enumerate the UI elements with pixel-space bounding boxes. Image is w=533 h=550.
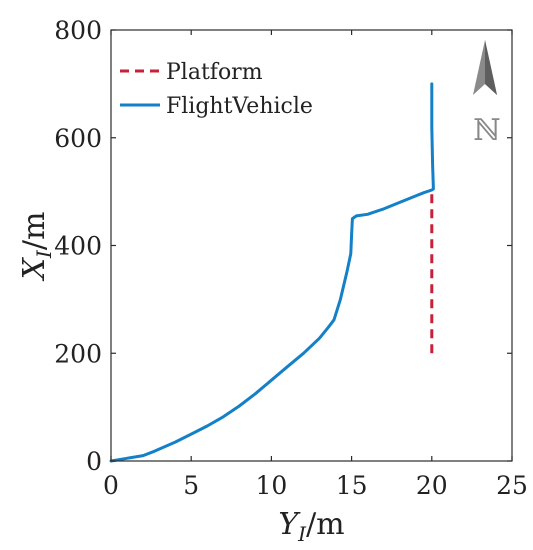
plot-background: [111, 30, 512, 461]
x-tick-label: 20: [416, 471, 448, 500]
y-axis-label-subscript: I: [32, 249, 56, 259]
x-axis-label-unit: /m: [306, 507, 345, 542]
x-axis-label-subscript: I: [297, 522, 307, 546]
x-tick-label: 5: [183, 471, 199, 500]
legend: Platform FlightVehicle: [120, 60, 313, 119]
x-tick-label: 15: [336, 471, 368, 500]
north-symbol: ℕ: [473, 113, 500, 148]
y-tick-label: 600: [54, 124, 102, 153]
axes: [110, 29, 513, 462]
y-tick-label: 200: [54, 339, 102, 368]
series-line-flightvehicle: [109, 82, 435, 463]
y-axis-label: XI/m: [17, 212, 56, 282]
series-layer: [109, 82, 435, 463]
legend-label-flightvehicle: FlightVehicle: [166, 94, 313, 119]
y-tick-label: 0: [86, 447, 102, 476]
legend-label-platform: Platform: [166, 60, 263, 85]
y-axis-label-unit: /m: [17, 212, 52, 251]
x-tick-label: 0: [103, 471, 119, 500]
y-tick-label: 800: [54, 16, 102, 45]
north-arrow-shade-icon: [485, 40, 497, 95]
y-tick-label: 400: [54, 232, 102, 261]
plot-area: [111, 30, 512, 461]
x-tick-label: 10: [255, 471, 287, 500]
y-axis-label-variable: X: [17, 256, 52, 281]
x-axis-label: YI/m: [278, 507, 344, 546]
north-indicator: ℕ: [473, 40, 501, 148]
tick-labels: 0 5 10 15 20 25 0 200 400 600 800: [54, 16, 528, 500]
x-axis-label-variable: Y: [278, 507, 301, 542]
axis-labels: YI/mXI/m: [17, 212, 345, 546]
x-tick-label: 25: [496, 471, 528, 500]
